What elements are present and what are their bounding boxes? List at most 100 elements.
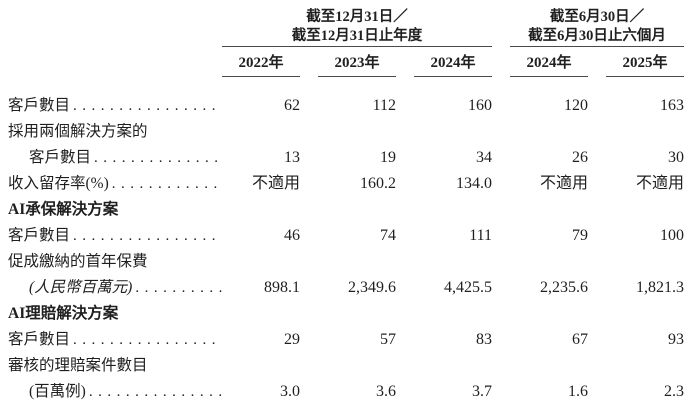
dot-leader: [132, 275, 222, 301]
value-cell: [222, 249, 318, 275]
value-cell: 不適用: [539, 175, 588, 192]
value-cell: 163: [660, 97, 684, 114]
value-cell: 160.2: [360, 175, 396, 192]
value-cell: 120: [564, 97, 588, 114]
col-group-interim-line2: 截至6月30日止六個月: [528, 27, 666, 44]
value-cell: 3.7: [472, 383, 492, 400]
value-cell: [414, 301, 510, 327]
dot-leader: [70, 327, 222, 353]
table-row: 客戶數目 46 74 111 79 100: [8, 223, 693, 249]
financial-metrics-table: 截至12月31日／ 截至12月31日止年度 截至6月30日／ 截至6月30日止六…: [8, 0, 693, 401]
row-label: 採用兩個解決方案的: [8, 123, 148, 140]
dot-leader: [86, 379, 222, 401]
value-cell: [222, 119, 318, 145]
value-cell: [510, 249, 606, 275]
value-cell: [318, 301, 414, 327]
table-row: (百萬例) 3.0 3.6 3.7 1.6 2.3: [8, 379, 693, 401]
table-header: 截至12月31日／ 截至12月31日止年度 截至6月30日／ 截至6月30日止六…: [8, 0, 693, 77]
col-group-interim-line1: 截至6月30日／: [549, 9, 645, 25]
table-row: 促成繳納的首年保費: [8, 249, 693, 275]
value-cell: 30: [668, 149, 684, 166]
row-label: 客戶數目: [8, 331, 71, 348]
corner-blank: [8, 0, 222, 47]
value-cell: [510, 301, 606, 327]
value-cell: [222, 353, 318, 379]
section-header-row: AI理賠解決方案: [8, 301, 693, 327]
table-body: 客戶數目 62 112 160 120 163 採用兩個解決方案的 客戶數目 1…: [8, 77, 693, 401]
value-cell: 111: [469, 227, 492, 244]
row-label: 客戶數目: [8, 227, 71, 244]
value-cell: 不適用: [635, 175, 684, 192]
value-cell: 93: [668, 331, 684, 348]
col-group-annual-line2: 截至12月31日止年度: [291, 27, 423, 44]
section-title: AI理賠解決方案: [8, 305, 119, 322]
table-row: (人民幣百萬元) 898.1 2,349.6 4,425.5 2,235.6 1…: [8, 275, 693, 301]
section-title: AI承保解決方案: [8, 201, 119, 218]
row-label: 客戶數目: [8, 97, 71, 114]
value-cell: 不適用: [251, 175, 300, 192]
value-cell: 3.6: [376, 383, 396, 400]
value-cell: 13: [284, 149, 300, 166]
value-cell: 46: [284, 227, 300, 244]
value-cell: [606, 301, 693, 327]
col-group-interim: 截至6月30日／ 截至6月30日止六個月: [510, 0, 693, 47]
col-header-2023: 2023年: [318, 47, 414, 77]
value-cell: 898.1: [264, 279, 300, 296]
value-cell: [510, 197, 606, 223]
value-cell: [318, 353, 414, 379]
value-cell: 4,425.5: [444, 279, 492, 296]
row-label: 收入留存率(%): [8, 175, 109, 192]
corner-blank: [8, 47, 222, 77]
table-row: 客戶數目 13 19 34 26 30: [8, 145, 693, 171]
table-row: 客戶數目 29 57 83 67 93: [8, 327, 693, 353]
table-row: 審核的理賠案件數目: [8, 353, 693, 379]
value-cell: 83: [476, 331, 492, 348]
value-cell: [414, 197, 510, 223]
value-cell: 34: [476, 149, 492, 166]
value-cell: 112: [372, 97, 396, 114]
value-cell: 74: [380, 227, 396, 244]
section-header-row: AI承保解決方案: [8, 197, 693, 223]
value-cell: [414, 119, 510, 145]
value-cell: 29: [284, 331, 300, 348]
dot-leader: [91, 145, 222, 171]
row-label: (百萬例): [29, 383, 86, 400]
value-cell: 2.3: [664, 383, 684, 400]
value-cell: [606, 353, 693, 379]
value-cell: [606, 197, 693, 223]
value-cell: 3.0: [280, 383, 300, 400]
year-header-row: 2022年 2023年 2024年 2024年 2025年: [8, 47, 693, 77]
value-cell: [606, 249, 693, 275]
value-cell: 1,821.3: [636, 279, 684, 296]
value-cell: [318, 119, 414, 145]
row-label: 客戶數目: [29, 149, 92, 166]
row-label: (人民幣百萬元): [29, 279, 133, 296]
value-cell: [318, 197, 414, 223]
value-cell: [222, 197, 318, 223]
value-cell: 100: [660, 227, 684, 244]
value-cell: [414, 249, 510, 275]
value-cell: [318, 249, 414, 275]
value-cell: 67: [572, 331, 588, 348]
dot-leader: [109, 171, 222, 197]
value-cell: [414, 353, 510, 379]
value-cell: 2,235.6: [540, 279, 588, 296]
group-header-row: 截至12月31日／ 截至12月31日止年度 截至6月30日／ 截至6月30日止六…: [8, 0, 693, 47]
col-header-2024fy: 2024年: [414, 47, 510, 77]
value-cell: 57: [380, 331, 396, 348]
col-group-annual: 截至12月31日／ 截至12月31日止年度: [222, 0, 510, 47]
value-cell: 19: [380, 149, 396, 166]
table-row: 採用兩個解決方案的: [8, 119, 693, 145]
col-header-2022: 2022年: [222, 47, 318, 77]
value-cell: [510, 353, 606, 379]
value-cell: [222, 301, 318, 327]
table-row: 收入留存率(%) 不適用 160.2 134.0 不適用 不適用: [8, 171, 693, 197]
value-cell: 79: [572, 227, 588, 244]
value-cell: 2,349.6: [348, 279, 396, 296]
dot-leader: [70, 93, 222, 119]
value-cell: [510, 119, 606, 145]
value-cell: 134.0: [456, 175, 492, 192]
dot-leader: [70, 223, 222, 249]
table-row: 客戶數目 62 112 160 120 163: [8, 77, 693, 119]
col-header-2025h1: 2025年: [606, 47, 693, 77]
